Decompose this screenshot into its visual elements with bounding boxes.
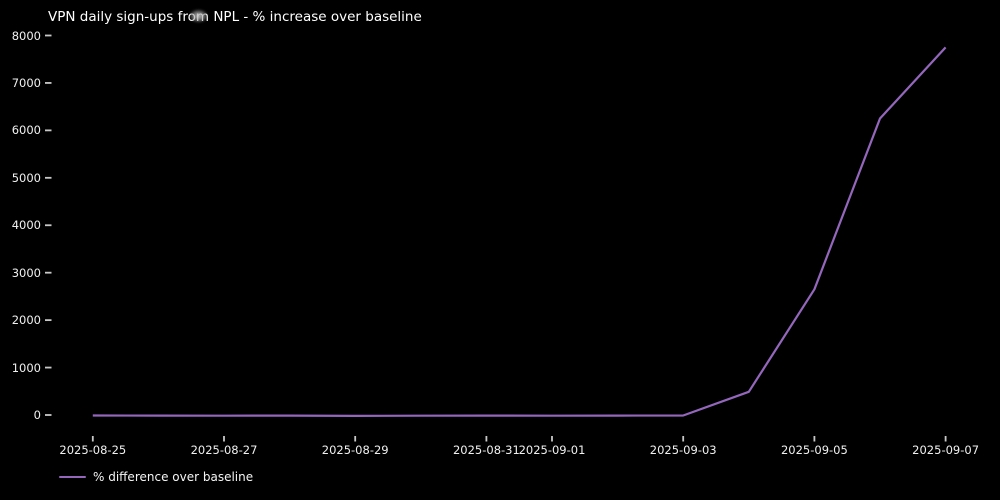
x-tick-label: 2025-09-01 [518, 443, 586, 457]
y-tick-label: 5000 [11, 170, 41, 185]
y-tick-label: 2000 [11, 313, 41, 328]
chart-title: VPN daily sign-ups from NPL - % increase… [48, 9, 422, 25]
y-tick-label: 4000 [11, 218, 41, 233]
y-tick-label: 0 [33, 408, 41, 422]
y-tick-label: 3000 [11, 265, 41, 280]
y-tick-label: 1000 [11, 360, 41, 375]
x-tick-label: 2025-08-27 [190, 443, 258, 457]
x-tick-label: 2025-09-07 [912, 443, 980, 457]
legend: % difference over baseline [59, 470, 253, 484]
x-tick-label: 2025-08-29 [321, 443, 389, 457]
legend-label: % difference over baseline [93, 470, 254, 484]
y-tick-label: 7000 [11, 75, 41, 90]
legend-line-swatch [59, 475, 86, 479]
x-tick-label: 2025-09-03 [649, 443, 717, 457]
tick-marks [45, 34, 947, 442]
cursor-smudge-artifact [190, 10, 207, 22]
x-tick-label: 2025-08-25 [59, 443, 127, 457]
x-tick-label: 2025-08-31 [452, 443, 520, 457]
series-line [92, 46, 947, 417]
y-tick-label: 6000 [11, 123, 41, 138]
x-tick-label: 2025-09-05 [780, 443, 848, 457]
y-tick-label: 8000 [11, 28, 41, 43]
